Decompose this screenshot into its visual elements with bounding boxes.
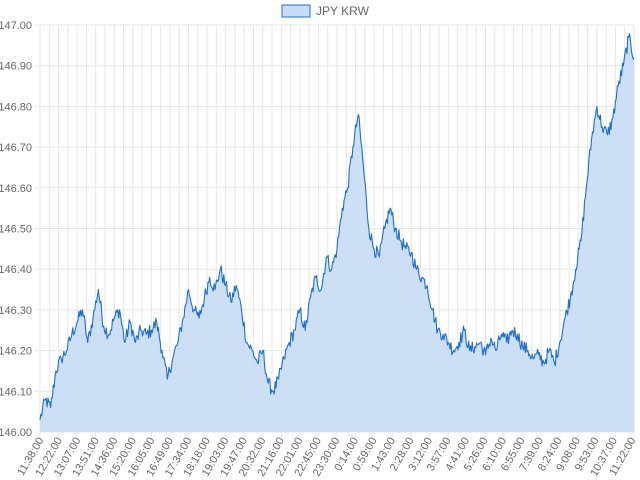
y-tick-label: 146.10 [0,386,32,398]
series-area [39,32,635,432]
y-tick-label: 146.80 [0,101,32,113]
y-tick-label: 146.40 [0,264,32,276]
y-tick-label: 146.50 [0,224,32,236]
y-tick-label: 146.30 [0,305,32,317]
legend[interactable]: JPY KRW [281,4,370,18]
y-tick-label: 146.00 [0,427,32,439]
y-axis: 146.00 146.10 146.20 146.30 146.40 146.50 146.… [0,20,32,439]
x-axis: 11:38:0012:22:0013:07:0013:51:0014:36:00… [15,436,638,479]
legend-label: JPY KRW [316,4,370,18]
y-tick-label: 147.00 [0,20,32,32]
y-tick-label: 146.60 [0,183,32,195]
legend-swatch [281,4,311,18]
series-fill [40,33,634,432]
y-tick-label: 146.20 [0,346,32,358]
y-tick-label: 146.90 [0,61,32,73]
y-tick-label: 146.70 [0,142,32,154]
series-line [39,32,635,420]
